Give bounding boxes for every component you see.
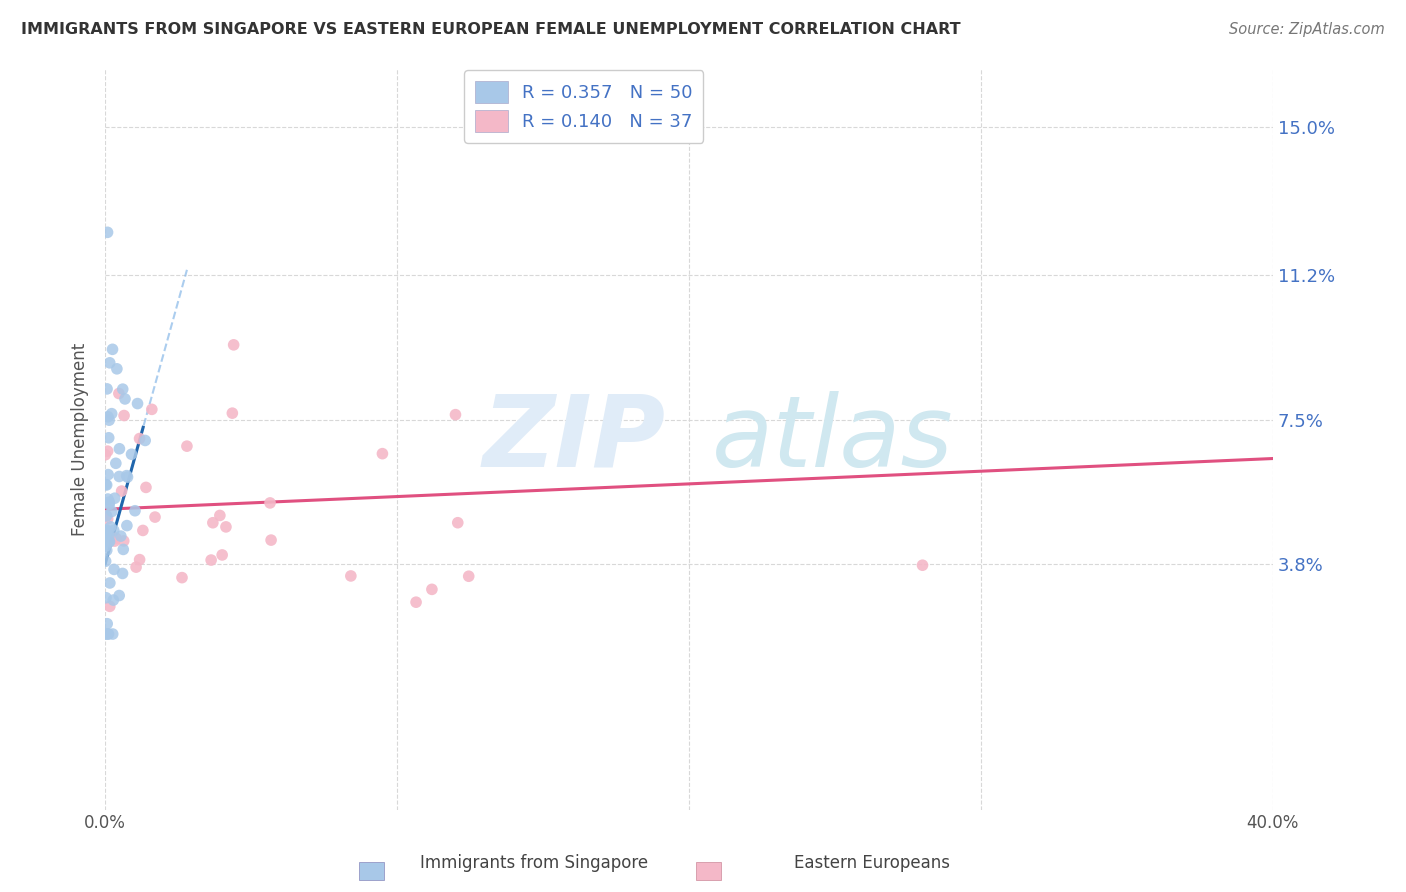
Point <box>96 478 118 492</box>
Point <box>103 524 125 538</box>
Point <box>98 529 121 543</box>
Point <box>125 560 148 574</box>
Point <box>117 470 139 484</box>
Point <box>260 533 283 547</box>
Point <box>94 448 117 462</box>
Point <box>94 627 117 641</box>
Point <box>111 566 134 581</box>
Point <box>457 569 479 583</box>
Point <box>447 516 470 530</box>
Point <box>405 595 427 609</box>
Text: IMMIGRANTS FROM SINGAPORE VS EASTERN EUROPEAN FEMALE UNEMPLOYMENT CORRELATION CH: IMMIGRANTS FROM SINGAPORE VS EASTERN EUR… <box>21 22 960 37</box>
Point <box>115 518 138 533</box>
Point <box>101 504 124 518</box>
Point <box>340 569 363 583</box>
Point <box>100 407 122 421</box>
Text: Immigrants from Singapore: Immigrants from Singapore <box>420 855 648 872</box>
Point <box>135 480 157 494</box>
Point <box>115 468 138 483</box>
Point <box>108 589 131 603</box>
Point <box>98 497 121 511</box>
Point <box>200 553 222 567</box>
Point <box>98 356 121 370</box>
Point <box>143 510 166 524</box>
Point <box>96 508 118 523</box>
Point <box>97 512 120 526</box>
Point <box>112 409 135 423</box>
Point <box>101 627 124 641</box>
Point <box>104 534 127 549</box>
Point <box>105 531 128 545</box>
Point <box>208 508 231 523</box>
Point <box>124 504 146 518</box>
Y-axis label: Female Unemployment: Female Unemployment <box>72 343 89 536</box>
Point <box>96 543 118 558</box>
Point <box>97 467 120 482</box>
Point <box>221 406 243 420</box>
Point <box>98 599 121 614</box>
Point <box>444 408 467 422</box>
Point <box>97 409 120 424</box>
Point <box>96 225 118 239</box>
Point <box>94 591 117 605</box>
Point <box>97 431 120 445</box>
Text: atlas: atlas <box>713 391 953 488</box>
Point <box>134 434 156 448</box>
Point <box>215 520 238 534</box>
Point <box>259 496 281 510</box>
Point <box>201 516 224 530</box>
Point <box>94 554 117 568</box>
Point <box>104 491 127 506</box>
Point <box>94 477 117 491</box>
Text: Eastern Europeans: Eastern Europeans <box>794 855 949 872</box>
Point <box>97 534 120 549</box>
Point <box>98 576 121 591</box>
Point <box>98 413 121 427</box>
Point <box>105 361 128 376</box>
Point <box>97 627 120 641</box>
Point <box>97 491 120 506</box>
Point <box>96 508 118 523</box>
Point <box>420 582 443 597</box>
Point <box>97 524 120 539</box>
Point <box>108 386 131 401</box>
Point <box>101 343 124 357</box>
Point <box>104 456 127 470</box>
Point <box>211 548 233 562</box>
Point <box>94 539 117 553</box>
Point <box>127 396 149 410</box>
Point <box>170 571 193 585</box>
Point <box>96 382 118 396</box>
Point <box>121 447 143 461</box>
Point <box>112 542 135 557</box>
Text: Source: ZipAtlas.com: Source: ZipAtlas.com <box>1229 22 1385 37</box>
Point <box>97 444 120 458</box>
Point <box>128 432 150 446</box>
Legend: R = 0.357   N = 50, R = 0.140   N = 37: R = 0.357 N = 50, R = 0.140 N = 37 <box>464 70 703 143</box>
Point <box>911 558 934 573</box>
Point <box>96 523 118 537</box>
Point <box>110 529 132 543</box>
Point <box>96 616 118 631</box>
Point <box>132 524 155 538</box>
Point <box>100 520 122 534</box>
Point <box>98 534 121 549</box>
Point <box>128 552 150 566</box>
Point <box>176 439 198 453</box>
Point <box>222 338 245 352</box>
Point <box>112 533 135 548</box>
Point <box>103 593 125 607</box>
Point <box>96 627 118 641</box>
Text: ZIP: ZIP <box>482 391 665 488</box>
Point <box>114 392 136 406</box>
Point <box>108 442 131 456</box>
Point <box>108 469 131 483</box>
Point <box>103 562 125 576</box>
Point <box>98 495 121 509</box>
Point <box>111 382 134 396</box>
Point <box>110 484 132 499</box>
Point <box>371 447 394 461</box>
Point <box>141 402 163 417</box>
